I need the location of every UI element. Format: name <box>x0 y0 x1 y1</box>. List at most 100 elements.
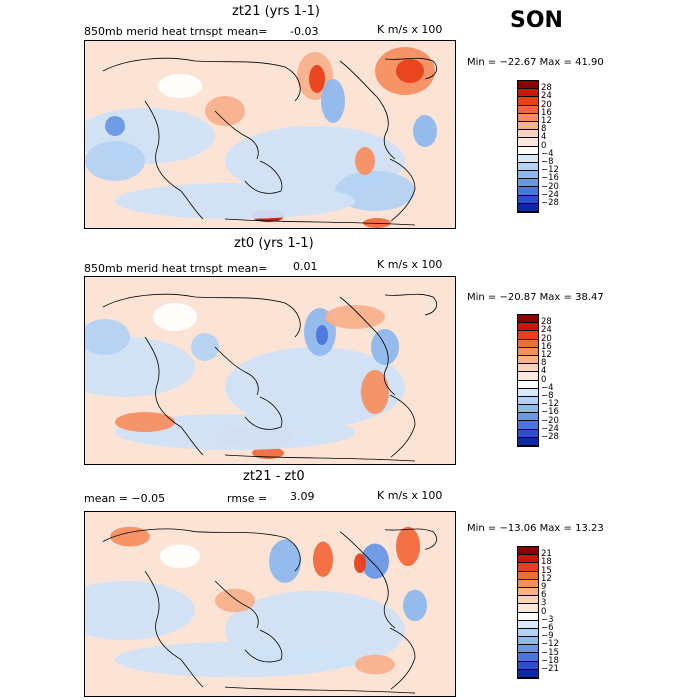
colorbar-swatch <box>518 547 538 556</box>
colorbar-tick-label: 24 <box>541 91 552 102</box>
colorbar-swatch <box>518 437 538 446</box>
colorbar-swatch <box>518 388 538 397</box>
colorbar-swatch <box>518 396 538 406</box>
colorbar-swatch <box>518 579 538 588</box>
colorbar-tick-label: 12 <box>541 116 552 126</box>
colorbar-tick-label: −4 <box>541 148 554 159</box>
colorbar-swatch <box>518 179 538 188</box>
colorbar-swatch <box>518 113 538 122</box>
colorbar-tick-label: 6 <box>541 590 547 601</box>
colorbar-swatch <box>518 380 538 389</box>
colorbar-tick-label: −20 <box>541 181 559 192</box>
colorbar-tick-label: 18 <box>541 557 552 568</box>
colorbar-tick-label: −24 <box>541 423 559 434</box>
colorbar-swatch <box>518 339 538 348</box>
colorbar-swatch <box>518 162 538 172</box>
colorbar-tick-label: 9 <box>541 582 547 592</box>
colorbar-tick-label: 8 <box>541 358 547 369</box>
panel-2-title: zt0 (yrs 1-1) <box>234 236 314 251</box>
panel-1-minmax: Min = −22.67 Max = 41.90 <box>467 57 604 68</box>
season-label: SON <box>510 8 563 33</box>
panel-2-field-label: 850mb merid heat trnspt <box>84 262 223 275</box>
colorbar-tick-label: −9 <box>541 631 554 642</box>
panel-3-map <box>84 511 456 697</box>
colorbar-tick-label: 0 <box>541 374 547 385</box>
colorbar-tick-label: −28 <box>541 432 559 442</box>
colorbar-swatch <box>518 620 538 629</box>
colorbar-swatch <box>518 587 538 597</box>
colorbar-tick-label: 4 <box>541 366 547 377</box>
panel-3-mean-label: mean = −0.05 <box>84 492 166 505</box>
panel-2-mean-label: mean= <box>227 262 268 275</box>
colorbar-tick-label: 20 <box>541 99 552 110</box>
panel-3-colorbar <box>517 546 539 679</box>
colorbar-swatch <box>518 187 538 196</box>
colorbar-tick-label: 28 <box>541 317 552 328</box>
colorbar-tick-label: −28 <box>541 198 559 208</box>
panel-1-mean-value: -0.03 <box>290 25 319 38</box>
panel-3-rmse-value: 3.09 <box>290 490 315 503</box>
colorbar-tick-label: −12 <box>541 639 559 650</box>
colorbar-swatch <box>518 596 538 605</box>
colorbar-swatch <box>518 347 538 356</box>
colorbar-swatch <box>518 604 538 613</box>
panel-1-units: K m/s x 100 <box>377 23 443 36</box>
colorbar-tick-label: −20 <box>541 415 559 426</box>
colorbar-swatch <box>518 355 538 365</box>
panel-3-title: zt21 - zt0 <box>243 469 305 484</box>
colorbar-swatch <box>518 429 538 438</box>
colorbar-tick-label: −16 <box>541 407 559 418</box>
panel-1-field-label: 850mb merid heat trnspt <box>84 25 223 38</box>
colorbar-tick-label: 15 <box>541 565 552 576</box>
colorbar-swatch <box>518 331 538 340</box>
colorbar-tick-label: −6 <box>541 623 554 633</box>
panel-1-title: zt21 (yrs 1-1) <box>232 4 320 19</box>
colorbar-swatch <box>518 563 538 572</box>
colorbar-tick-label: −12 <box>541 165 559 176</box>
colorbar-swatch <box>518 628 538 638</box>
colorbar-tick-label: 4 <box>541 132 547 143</box>
panel-2-units: K m/s x 100 <box>377 258 443 271</box>
colorbar-swatch <box>518 645 538 654</box>
colorbar-tick-label: −15 <box>541 647 559 658</box>
panel-1-colorbar <box>517 80 539 213</box>
colorbar-swatch <box>518 105 538 114</box>
colorbar-swatch <box>518 315 538 324</box>
colorbar-swatch <box>518 121 538 131</box>
colorbar-tick-label: −16 <box>541 173 559 184</box>
colorbar-swatch <box>518 364 538 373</box>
colorbar-tick-label: −21 <box>541 664 559 674</box>
panel-2-minmax: Min = −20.87 Max = 38.47 <box>467 292 604 303</box>
colorbar-swatch <box>518 413 538 422</box>
colorbar-swatch <box>518 171 538 180</box>
colorbar-tick-label: −8 <box>541 391 554 401</box>
panel-3-minmax: Min = −13.06 Max = 13.23 <box>467 523 604 534</box>
colorbar-tick-label: 8 <box>541 124 547 135</box>
colorbar-tick-label: 0 <box>541 606 547 617</box>
colorbar-swatch <box>518 323 538 332</box>
colorbar-tick-label: −18 <box>541 655 559 666</box>
colorbar-tick-label: 24 <box>541 325 552 336</box>
colorbar-swatch <box>518 138 538 147</box>
colorbar-tick-label: −12 <box>541 399 559 410</box>
colorbar-tick-label: 28 <box>541 83 552 94</box>
panel-1-mean-label: mean= <box>227 25 268 38</box>
colorbar-tick-label: 12 <box>541 573 552 584</box>
panel-2-map <box>84 276 456 465</box>
colorbar-tick-label: 21 <box>541 549 552 560</box>
colorbar-swatch <box>518 97 538 106</box>
colorbar-swatch <box>518 669 538 678</box>
colorbar-swatch <box>518 372 538 381</box>
colorbar-tick-label: 16 <box>541 341 552 352</box>
colorbar-tick-label: −4 <box>541 382 554 393</box>
colorbar-tick-label: −8 <box>541 157 554 167</box>
colorbar-swatch <box>518 421 538 430</box>
colorbar-swatch <box>518 146 538 155</box>
colorbar-tick-label: −3 <box>541 614 554 625</box>
colorbar-tick-label: 0 <box>541 140 547 151</box>
panel-2-mean-value: 0.01 <box>293 260 318 273</box>
colorbar-swatch <box>518 81 538 90</box>
colorbar-tick-label: 20 <box>541 333 552 344</box>
colorbar-swatch <box>518 555 538 564</box>
panel-2-colorbar <box>517 314 539 447</box>
